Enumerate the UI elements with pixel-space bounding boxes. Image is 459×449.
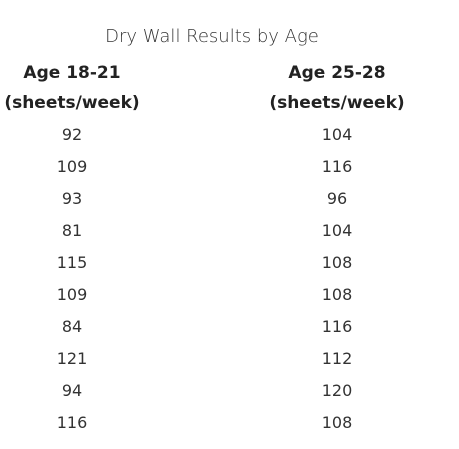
- column-age-18-21: Age 18-21 (sheets/week) 92 109 93 81 115…: [2, 58, 142, 439]
- table-cell: 112: [321, 349, 353, 368]
- table-cell: 108: [321, 285, 353, 304]
- column-header-line2: (sheets/week): [4, 93, 140, 113]
- table-caption: Dry Wall Results by Age: [105, 26, 319, 47]
- table-cell: 109: [56, 157, 88, 176]
- column-age-25-28: Age 25-28 (sheets/week) 104 116 96 104 1…: [267, 58, 407, 439]
- column-header-line1: Age 25-28: [288, 63, 386, 83]
- table-cell: 120: [321, 381, 353, 400]
- table-cell: 116: [321, 317, 353, 336]
- table-cell: 81: [61, 221, 83, 240]
- table-cell: 116: [56, 413, 88, 432]
- table-cell: 104: [321, 221, 353, 240]
- table-cell: 108: [321, 413, 353, 432]
- table-cell: 116: [321, 157, 353, 176]
- table-cell: 104: [321, 125, 353, 144]
- column-cells: 92 109 93 81 115 109 84 121 94 116: [2, 119, 142, 439]
- table-cell: 93: [61, 189, 83, 208]
- table-cell: 84: [61, 317, 83, 336]
- table-cell: 115: [56, 253, 88, 272]
- table-cell: 92: [61, 125, 83, 144]
- table-cell: 108: [321, 253, 353, 272]
- table-cell: 94: [61, 381, 83, 400]
- table-cell: 96: [326, 189, 348, 208]
- column-header-line1: Age 18-21: [23, 63, 121, 83]
- column-header-line2: (sheets/week): [269, 93, 405, 113]
- table-cell: 109: [56, 285, 88, 304]
- column-cells: 104 116 96 104 108 108 116 112 120 108: [267, 119, 407, 439]
- table-cell: 121: [56, 349, 88, 368]
